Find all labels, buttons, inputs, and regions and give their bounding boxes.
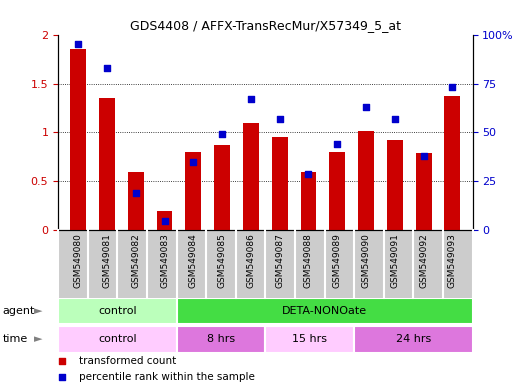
Point	[161, 217, 169, 223]
Point	[362, 104, 370, 110]
Bar	[128, 172, 144, 230]
Bar	[214, 145, 230, 230]
Bar	[58, 298, 176, 324]
Bar	[445, 96, 460, 230]
Bar	[300, 172, 316, 230]
Text: 15 hrs: 15 hrs	[292, 334, 327, 344]
Point	[189, 159, 197, 165]
Point	[247, 96, 255, 102]
Bar	[329, 152, 345, 230]
Point	[419, 153, 428, 159]
Text: ►: ►	[34, 306, 42, 316]
Bar	[185, 152, 201, 230]
Text: DETA-NONOate: DETA-NONOate	[282, 306, 367, 316]
Text: percentile rank within the sample: percentile rank within the sample	[79, 372, 254, 382]
Point	[103, 65, 111, 71]
Text: 24 hrs: 24 hrs	[395, 334, 431, 344]
Point	[304, 170, 313, 177]
Point	[74, 41, 82, 48]
Bar	[99, 98, 115, 230]
Point	[218, 131, 227, 137]
Point	[299, 177, 307, 183]
Point	[448, 84, 457, 91]
Text: transformed count: transformed count	[79, 356, 176, 366]
Bar	[70, 49, 86, 230]
Bar	[387, 140, 403, 230]
Title: GDS4408 / AFFX-TransRecMur/X57349_5_at: GDS4408 / AFFX-TransRecMur/X57349_5_at	[130, 19, 401, 32]
Text: 8 hrs: 8 hrs	[207, 334, 235, 344]
Bar	[358, 131, 374, 230]
Text: time: time	[3, 334, 28, 344]
Point	[131, 190, 140, 196]
Bar	[176, 298, 473, 324]
Text: control: control	[98, 334, 137, 344]
Point	[391, 116, 399, 122]
Bar	[272, 137, 288, 230]
Point	[276, 116, 284, 122]
Bar	[176, 326, 265, 353]
Bar	[157, 211, 173, 230]
Bar	[265, 326, 354, 353]
Text: control: control	[98, 306, 137, 316]
Bar	[416, 153, 431, 230]
Bar	[354, 326, 473, 353]
Text: agent: agent	[3, 306, 35, 316]
Bar	[243, 123, 259, 230]
Bar	[58, 326, 176, 353]
Point	[299, 315, 307, 321]
Text: ►: ►	[34, 334, 42, 344]
Point	[333, 141, 342, 147]
